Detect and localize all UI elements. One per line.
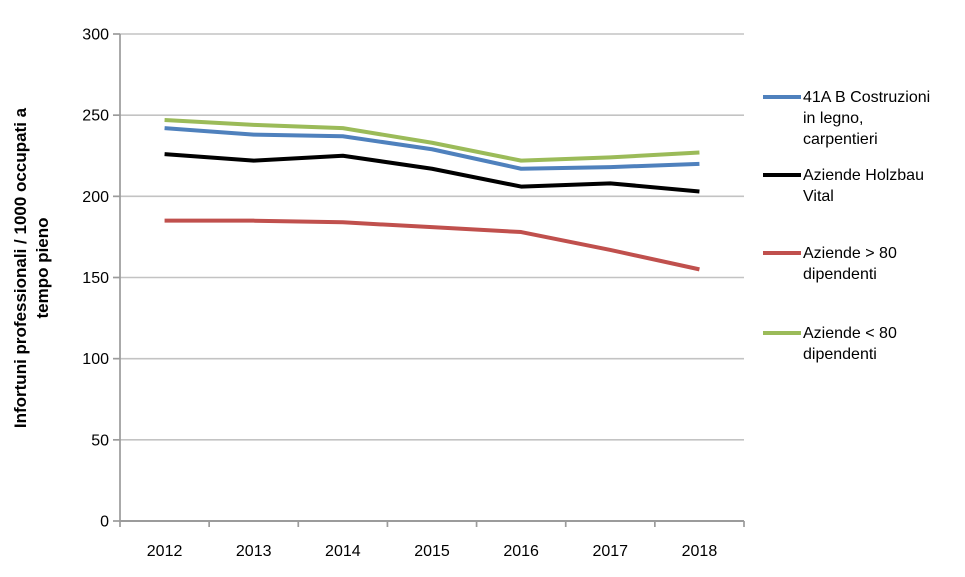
legend-swatch-1 [763,173,801,177]
legend-label-3: Aziende < 80 dipendenti [803,325,897,363]
legend: 41A B Costruzioni in legno, carpentieri A… [763,0,958,577]
y-tick-label: 150 [82,270,109,287]
x-tick-label: 2017 [592,543,628,560]
legend-label-0: 41A B Costruzioni in legno, carpentieri [803,89,931,148]
legend-swatch-3 [763,331,801,335]
y-tick-label: 200 [82,189,109,206]
series-line-2 [164,218,700,272]
series-line-3 [164,118,700,163]
x-tick-label: 2016 [503,543,539,560]
y-tick-label: 250 [82,108,109,125]
x-tick-label: 2015 [414,543,450,560]
legend-swatch-2 [763,251,801,255]
legend-label-2: Aziende > 80 dipendenti [803,245,897,283]
y-tick-label: 100 [82,351,109,368]
legend-item-0: 41A B Costruzioni in legno, carpentieri [763,87,930,150]
legend-item-1: Aziende Holzbau Vital [763,165,924,207]
series-line-1 [164,152,700,194]
legend-swatch-0 [763,95,801,99]
series-line-0 [164,126,700,171]
legend-label-1: Aziende Holzbau Vital [803,167,924,205]
y-tick-label: 300 [82,27,109,44]
x-tick-label: 2013 [236,543,272,560]
x-tick-label: 2018 [682,543,718,560]
y-tick-label: 50 [91,432,109,449]
x-tick-label: 2012 [147,543,183,560]
legend-item-3: Aziende < 80 dipendenti [763,323,897,365]
y-tick-label: 0 [100,514,109,531]
x-tick-label: 2014 [325,543,361,560]
legend-item-2: Aziende > 80 dipendenti [763,243,897,285]
